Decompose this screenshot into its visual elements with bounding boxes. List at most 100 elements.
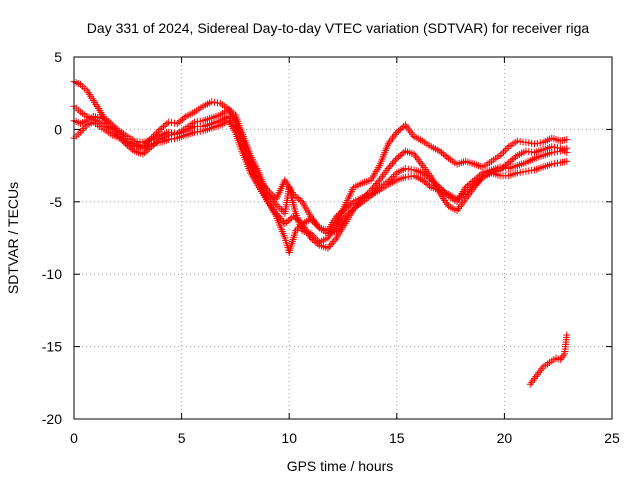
data-point xyxy=(391,171,399,179)
plot-frame xyxy=(73,56,613,420)
data-point xyxy=(477,170,485,178)
data-point xyxy=(436,147,444,155)
data-marks xyxy=(70,78,571,388)
data-point xyxy=(510,154,518,162)
data-point xyxy=(331,236,339,244)
data-point xyxy=(129,146,137,154)
data-point xyxy=(178,115,186,123)
data-point xyxy=(563,331,571,339)
data-point xyxy=(357,199,365,207)
data-point xyxy=(474,173,482,181)
data-point xyxy=(498,150,506,158)
x-axis-label: GPS time / hours xyxy=(287,458,394,474)
data-point xyxy=(422,172,430,180)
data-point xyxy=(314,222,322,230)
data-point xyxy=(175,118,183,126)
data-point xyxy=(563,157,571,165)
data-point xyxy=(367,192,375,200)
data-point xyxy=(438,149,446,157)
data-point xyxy=(291,192,299,200)
data-point xyxy=(346,208,354,216)
data-point xyxy=(429,178,437,186)
data-point xyxy=(267,190,275,198)
data-point xyxy=(142,147,150,155)
data-point xyxy=(265,188,273,196)
axis-ticks: 0 5 10 15 20 25 5 0 -5 -10 -15 -20 xyxy=(42,49,620,446)
y-tick-label: -20 xyxy=(42,411,62,427)
data-point xyxy=(125,143,133,151)
data-point xyxy=(353,202,361,210)
data-point xyxy=(295,217,303,225)
data-point xyxy=(348,199,356,207)
y-tick-label: -10 xyxy=(42,266,62,282)
data-point xyxy=(396,151,404,159)
data-point xyxy=(161,121,169,129)
data-point xyxy=(76,128,84,136)
data-point xyxy=(506,157,514,165)
data-point xyxy=(393,154,401,162)
data-point xyxy=(439,150,447,158)
data-point xyxy=(395,127,403,135)
data-point xyxy=(78,126,86,134)
data-point xyxy=(284,217,292,225)
data-point xyxy=(563,136,571,144)
data-point xyxy=(398,150,406,158)
data-point xyxy=(370,189,378,197)
data-point xyxy=(384,178,392,186)
data-point xyxy=(328,239,336,247)
data-point xyxy=(334,211,342,219)
data-point xyxy=(325,242,333,250)
data-point xyxy=(393,128,401,136)
data-point xyxy=(262,185,270,193)
data-point xyxy=(327,241,335,249)
data-point xyxy=(345,209,353,217)
data-point xyxy=(293,225,301,233)
grid xyxy=(74,57,612,419)
data-point xyxy=(443,153,451,161)
data-point xyxy=(295,195,303,203)
data-point xyxy=(475,172,483,180)
data-point xyxy=(339,206,347,214)
data-point xyxy=(307,215,315,223)
data-point xyxy=(508,156,516,164)
data-point xyxy=(443,190,451,198)
data-point xyxy=(372,187,380,195)
data-point xyxy=(503,160,511,168)
data-point xyxy=(80,125,88,133)
data-point xyxy=(369,190,377,198)
data-point xyxy=(419,169,427,177)
data-point xyxy=(290,191,298,199)
data-point xyxy=(173,120,181,128)
data-point xyxy=(324,244,332,252)
data-point xyxy=(333,212,341,220)
data-point xyxy=(422,179,430,187)
data-point xyxy=(269,191,277,199)
y-tick-label: -15 xyxy=(42,339,62,355)
data-point xyxy=(346,201,354,209)
data-point xyxy=(350,205,358,213)
data-point xyxy=(420,170,428,178)
data-point xyxy=(391,156,399,164)
data-point xyxy=(163,120,171,128)
x-tick-label: 15 xyxy=(389,430,405,446)
x-tick-label: 10 xyxy=(281,430,297,446)
data-point xyxy=(292,227,300,235)
data-point xyxy=(396,125,404,133)
y-axis-label: SDTVAR / TECUs xyxy=(5,182,21,294)
data-point xyxy=(307,234,315,242)
y-tick-label: -5 xyxy=(50,194,63,210)
data-point xyxy=(338,208,346,216)
data-point xyxy=(296,221,304,229)
data-point xyxy=(470,176,478,184)
data-point xyxy=(472,175,480,183)
y-tick-label: 5 xyxy=(54,49,62,65)
data-point xyxy=(424,180,432,188)
data-point xyxy=(290,212,298,220)
x-tick-label: 25 xyxy=(604,430,620,446)
data-point xyxy=(293,215,301,223)
data-point xyxy=(371,181,379,189)
data-point xyxy=(384,164,392,172)
data-point xyxy=(308,235,316,243)
data-point xyxy=(127,144,135,152)
